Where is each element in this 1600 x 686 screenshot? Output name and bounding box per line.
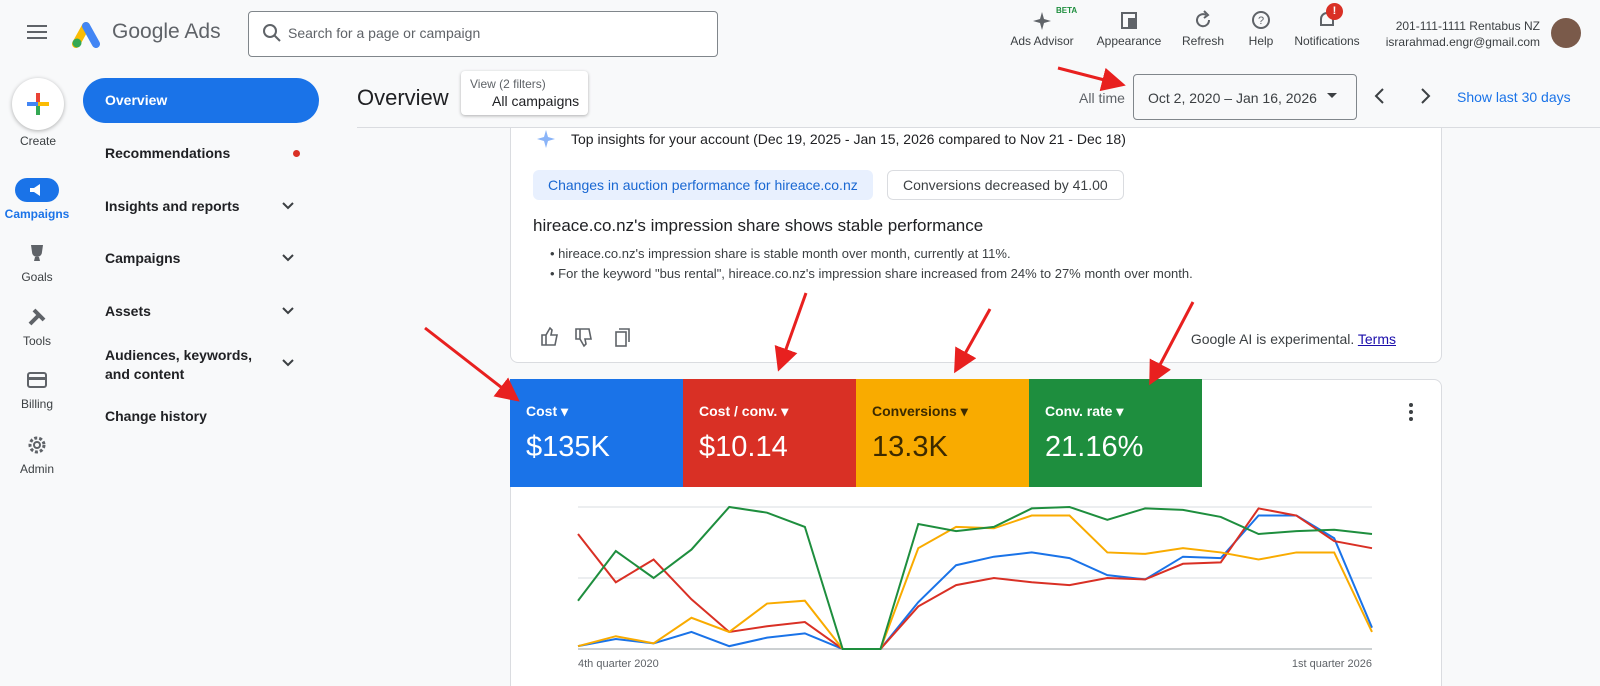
ads-advisor-icon — [1033, 12, 1051, 30]
metric-tile[interactable]: Cost / conv. ▾ $10.14 — [683, 379, 856, 487]
insights-heading: Top insights for your account (Dec 19, 2… — [571, 131, 1126, 147]
metric-label: Conv. rate ▾ — [1045, 403, 1124, 419]
series-line — [577, 514, 1373, 650]
metric-value: $10.14 — [699, 431, 788, 463]
metric-tile[interactable]: Cost ▾ $135K — [510, 379, 683, 487]
page-title: Overview — [357, 85, 449, 110]
feedback-icons[interactable] — [540, 326, 640, 348]
dropdown-icon — [1327, 93, 1337, 98]
nav-item[interactable]: Assets — [105, 303, 151, 319]
refresh-icon — [1196, 10, 1211, 28]
bullet-text: For the keyword "bus rental", hireace.co… — [558, 266, 1193, 281]
metric-tile[interactable]: Conversions ▾ 13.3K — [856, 379, 1029, 487]
action-label[interactable]: Help — [1248, 34, 1274, 48]
nav-item[interactable]: Recommendations — [105, 145, 231, 161]
metric-value: $135K — [526, 431, 610, 463]
series-line — [577, 505, 1373, 650]
metric-label: Cost / conv. ▾ — [699, 403, 789, 419]
action-label[interactable]: Notifications — [1294, 34, 1360, 48]
terms-link[interactable]: Terms — [1357, 331, 1396, 347]
show-last-link[interactable]: Show last 30 days — [1457, 89, 1571, 105]
search-icon — [263, 24, 281, 42]
caret: ▾ — [777, 403, 789, 419]
chevrons — [282, 202, 294, 367]
nav-item[interactable]: Change history — [105, 408, 207, 424]
nav-item[interactable]: Overview — [105, 92, 168, 108]
goals-icon — [31, 245, 43, 261]
metric-value: 13.3K — [872, 431, 948, 463]
product-name: Google Ads — [112, 20, 221, 43]
rail-label[interactable]: Create — [19, 134, 57, 148]
nav-item[interactable]: Insights and reports — [105, 198, 240, 214]
action-label[interactable]: Ads Advisor — [1010, 34, 1074, 48]
metric-tile[interactable]: Conv. rate ▾ 21.16% — [1029, 379, 1202, 487]
caret: ▾ — [956, 403, 968, 419]
action-label[interactable]: Appearance — [1096, 34, 1162, 48]
avatar[interactable] — [1551, 18, 1581, 48]
rail-label[interactable]: Goals — [21, 270, 53, 284]
sparkle-icon — [537, 130, 555, 148]
insight-title: hireace.co.nz's impression share shows s… — [533, 216, 984, 235]
admin-icon — [28, 436, 46, 454]
date-range: Oct 2, 2020 – Jan 16, 2026 — [1148, 90, 1317, 106]
appearance-icon — [1121, 12, 1137, 29]
bullet-text: hireace.co.nz's impression share is stab… — [558, 246, 1011, 261]
performance-chart: 4th quarter 2020 1st quarter 2026 — [577, 505, 1373, 670]
top-bar — [0, 0, 1600, 64]
kebab-icon[interactable] — [1405, 402, 1417, 422]
plus-icon — [27, 93, 49, 115]
metric-value: 21.16% — [1045, 431, 1144, 463]
caret: ▾ — [557, 403, 569, 419]
help-icon: ? — [1252, 11, 1270, 29]
rail-label[interactable]: Billing — [20, 397, 54, 411]
x-tick-label: 4th quarter 2020 — [578, 658, 659, 670]
campaigns-icon — [30, 184, 40, 196]
rail-label[interactable]: Admin — [19, 462, 55, 476]
search-placeholder: Search for a page or campaign — [288, 25, 481, 41]
tools-icon — [28, 308, 46, 326]
rail-label[interactable]: Tools — [22, 334, 52, 348]
filter-caption: View (2 filters) — [470, 77, 546, 91]
series-line — [577, 507, 1373, 650]
menu-icon[interactable] — [27, 24, 49, 40]
nav-dot — [293, 150, 300, 157]
date-arrows[interactable] — [1370, 86, 1434, 106]
action-label[interactable]: Refresh — [1181, 34, 1225, 48]
account-email: israrahmad.engr@gmail.com — [1385, 35, 1540, 49]
notification-badge: ! — [1326, 3, 1343, 20]
nav-item[interactable]: Campaigns — [105, 250, 181, 266]
rail-label[interactable]: Campaigns — [4, 207, 70, 221]
filter-box[interactable] — [461, 71, 588, 115]
filter-value: All campaigns — [492, 93, 580, 109]
date-box[interactable] — [1133, 74, 1357, 120]
nav-active[interactable] — [83, 78, 319, 123]
beta-badge: BETA — [1056, 6, 1078, 15]
svg-text:?: ? — [1258, 15, 1264, 27]
insight-chip[interactable]: Conversions decreased by 41.00 — [887, 170, 1124, 200]
x-tick-label: 1st quarter 2026 — [1292, 658, 1372, 670]
insight-chip[interactable]: Changes in auction performance for hirea… — [533, 170, 873, 200]
metric-label: Cost ▾ — [526, 403, 569, 419]
range-label: All time — [1079, 90, 1125, 106]
disclaimer-text: Google AI is experimental. — [1190, 331, 1355, 347]
logo — [72, 22, 100, 48]
bullet: • For the keyword "bus rental", hireace.… — [550, 266, 1193, 281]
divider — [357, 127, 1600, 128]
search-box[interactable] — [248, 11, 718, 57]
bullet: • hireace.co.nz's impression share is st… — [550, 246, 1011, 261]
disclaimer: Google AI is experimental. Terms — [1191, 331, 1396, 347]
account-name: 201-111-1111 Rentabus NZ — [1395, 19, 1540, 33]
billing-icon — [27, 372, 47, 388]
metric-label: Conversions ▾ — [872, 403, 968, 419]
caret: ▾ — [1112, 403, 1124, 419]
nav-item[interactable]: Audiences, keywords, and content — [105, 347, 253, 382]
